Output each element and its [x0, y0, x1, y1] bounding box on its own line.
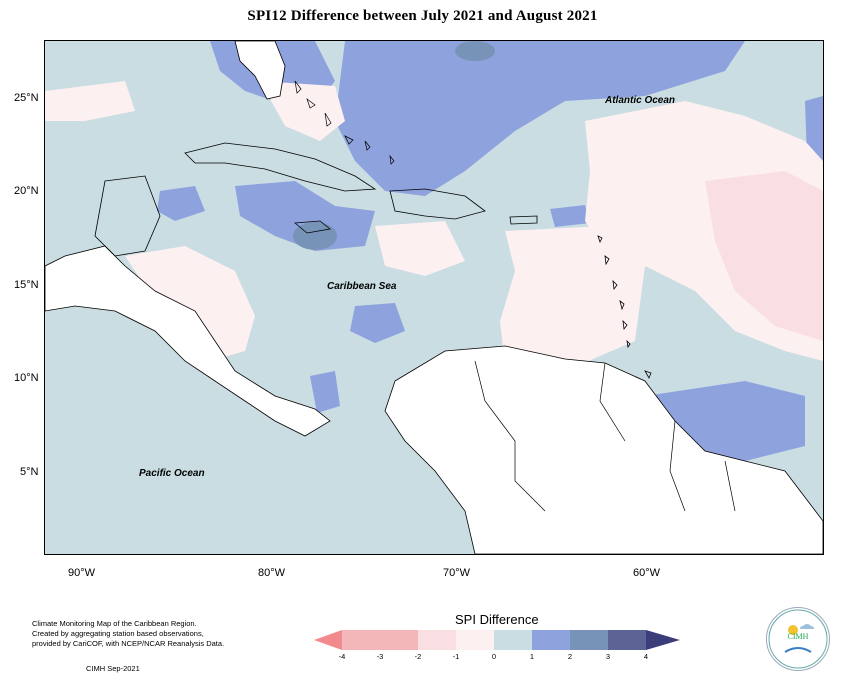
blue-region-atlantic [335, 41, 745, 196]
bahamas-islands [294, 80, 395, 165]
legend-tick: -3 [376, 652, 384, 661]
footer-credit: CIMH Sep-2021 [86, 664, 140, 673]
legend-arrow-left [314, 630, 342, 650]
legend-arrow-right [646, 630, 680, 650]
land-florida [234, 41, 286, 100]
legend-tick: -1 [452, 652, 460, 661]
blue-region-south [310, 371, 340, 413]
lesser-antilles-islands [597, 235, 652, 379]
lat-tick-20n: 20°N [14, 185, 39, 197]
footer-line-1: Climate Monitoring Map of the Caribbean … [32, 619, 197, 628]
lon-tick-80w: 80°W [258, 567, 286, 579]
cimh-logo: CIMH [766, 607, 830, 671]
spi-difference-map [45, 41, 823, 554]
pink-region-bahamas [260, 81, 345, 141]
lat-tick-5n: 5°N [20, 466, 39, 478]
dark-blue-spot-jamaica [293, 222, 337, 250]
legend-colorbar [314, 630, 680, 650]
map-title: SPI12 Difference between July 2021 and A… [247, 8, 598, 24]
legend-tick: -2 [414, 652, 422, 661]
land-south-america [384, 345, 823, 554]
lat-tick-15n: 15°N [14, 279, 39, 291]
blue-region-west [157, 186, 205, 221]
legend-tick: 3 [605, 652, 611, 661]
legend-bin-1 [342, 630, 380, 650]
legend-title: SPI Difference [455, 612, 539, 627]
atlantic-ocean-label: Atlantic Ocean [605, 95, 676, 106]
legend-tick: 0 [491, 652, 497, 661]
blue-region-cuba-south [235, 181, 375, 251]
lon-tick-90w: 90°W [68, 567, 96, 579]
lat-tick-25n: 25°N [14, 92, 39, 104]
lon-tick-60w: 60°W [633, 567, 661, 579]
pink-region-caribbean-mid [375, 221, 465, 276]
sun-icon [768, 609, 828, 669]
land-central-america [45, 245, 331, 437]
legend-tick: 2 [567, 652, 573, 661]
pink-region-lesser-antilles [500, 226, 645, 371]
pink-region-deep-east [705, 171, 823, 341]
map-area: Atlantic Ocean Caribbean Sea Pacific Oce… [44, 40, 824, 555]
legend-bin-3 [418, 630, 456, 650]
legend-tick: 4 [643, 652, 649, 661]
blue-region-pr [550, 205, 590, 227]
legend-bin-4 [456, 630, 494, 650]
land-hispaniola [389, 188, 486, 220]
land-jamaica [293, 220, 331, 234]
lon-tick-70w: 70°W [443, 567, 471, 579]
legend-bin-8 [608, 630, 646, 650]
blue-region-central [350, 303, 405, 343]
legend-bin-2 [380, 630, 418, 650]
caribbean-sea-label: Caribbean Sea [327, 281, 397, 292]
legend-tick: 1 [529, 652, 535, 661]
legend-bin-6 [532, 630, 570, 650]
land-yucatan [94, 175, 161, 257]
legend-bin-7 [570, 630, 608, 650]
logo-text: CIMH [787, 632, 809, 641]
legend-bin-5 [494, 630, 532, 650]
footer-line-3: provided by CariCOF, with NCEP/NCAR Rean… [32, 639, 225, 648]
land-puerto-rico [509, 215, 538, 225]
pink-region-far-west [45, 81, 135, 121]
pink-region-central-america [125, 246, 255, 361]
country-borders [474, 360, 736, 512]
legend-tick: -4 [338, 652, 346, 661]
pacific-ocean-label: Pacific Ocean [139, 468, 205, 479]
dark-blue-spot-atlantic [455, 41, 495, 61]
footer-line-2: Created by aggregating station based obs… [32, 629, 204, 638]
land-cuba [184, 142, 377, 192]
lat-tick-10n: 10°N [14, 372, 39, 384]
footer-description: Climate Monitoring Map of the Caribbean … [32, 619, 224, 649]
